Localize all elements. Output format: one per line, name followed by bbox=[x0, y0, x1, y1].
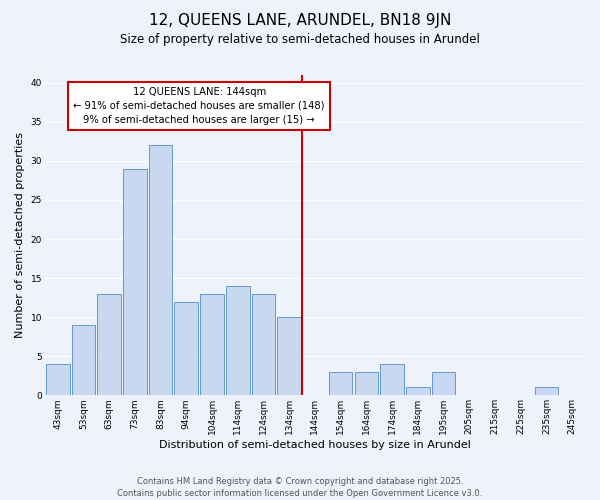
Text: 12 QUEENS LANE: 144sqm
← 91% of semi-detached houses are smaller (148)
9% of sem: 12 QUEENS LANE: 144sqm ← 91% of semi-det… bbox=[73, 86, 325, 124]
Bar bbox=[380, 364, 404, 396]
X-axis label: Distribution of semi-detached houses by size in Arundel: Distribution of semi-detached houses by … bbox=[159, 440, 471, 450]
Text: Size of property relative to semi-detached houses in Arundel: Size of property relative to semi-detach… bbox=[120, 32, 480, 46]
Y-axis label: Number of semi-detached properties: Number of semi-detached properties bbox=[15, 132, 25, 338]
Bar bbox=[431, 372, 455, 396]
Bar bbox=[329, 372, 352, 396]
Text: 12, QUEENS LANE, ARUNDEL, BN18 9JN: 12, QUEENS LANE, ARUNDEL, BN18 9JN bbox=[149, 12, 451, 28]
Bar bbox=[251, 294, 275, 396]
Bar bbox=[277, 317, 301, 396]
Bar bbox=[535, 388, 558, 396]
Bar bbox=[406, 388, 430, 396]
Bar bbox=[97, 294, 121, 396]
Bar bbox=[175, 302, 198, 396]
Bar bbox=[149, 146, 172, 396]
Bar bbox=[123, 168, 146, 396]
Bar bbox=[355, 372, 378, 396]
Bar bbox=[200, 294, 224, 396]
Bar bbox=[226, 286, 250, 396]
Bar bbox=[71, 325, 95, 396]
Bar bbox=[46, 364, 70, 396]
Text: Contains HM Land Registry data © Crown copyright and database right 2025.
Contai: Contains HM Land Registry data © Crown c… bbox=[118, 476, 482, 498]
